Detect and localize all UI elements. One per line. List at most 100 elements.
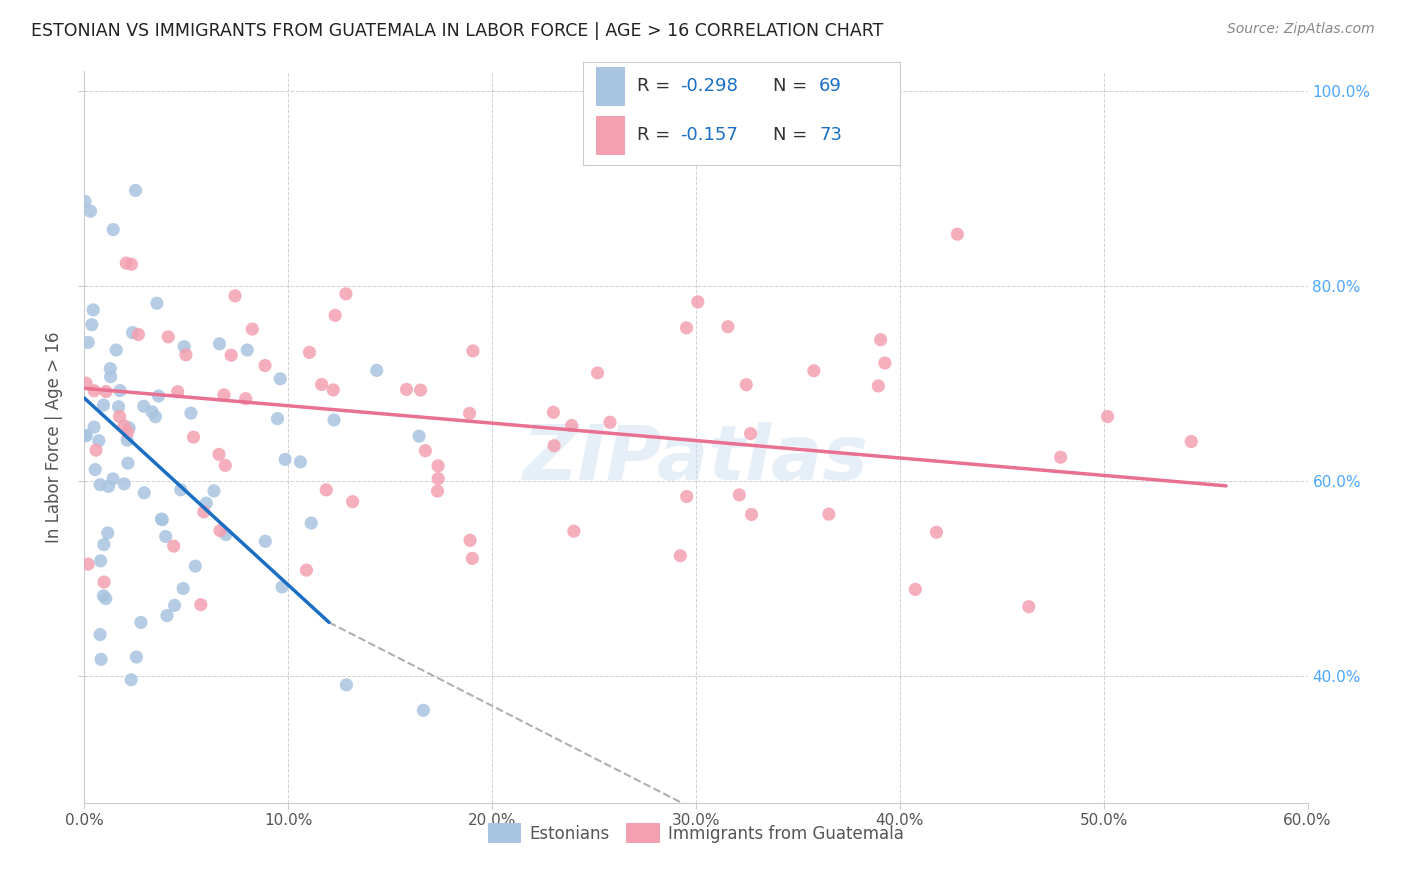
Point: [266, 411, 288, 425]
Point: [195, 496, 218, 510]
Point: [728, 488, 751, 502]
Point: [166, 384, 188, 399]
Point: [121, 326, 143, 340]
Point: [269, 372, 291, 386]
Point: [93, 589, 115, 603]
Point: [461, 343, 484, 358]
Point: [366, 363, 388, 377]
Point: [83, 384, 105, 398]
Point: [183, 430, 205, 444]
Point: [562, 524, 585, 538]
Point: [427, 458, 450, 473]
Text: N =: N =: [773, 127, 813, 145]
Point: [108, 384, 131, 398]
Point: [84, 462, 107, 476]
Point: [120, 257, 142, 271]
Point: [107, 400, 129, 414]
Point: [93, 398, 115, 412]
Bar: [596, 67, 624, 105]
Point: [145, 409, 167, 424]
Point: [925, 525, 948, 540]
Point: [93, 538, 115, 552]
Point: [299, 516, 322, 530]
Point: [115, 256, 138, 270]
Point: [686, 294, 709, 309]
Point: [148, 389, 170, 403]
Text: ESTONIAN VS IMMIGRANTS FROM GUATEMALA IN LABOR FORCE | AGE > 16 CORRELATION CHAR: ESTONIAN VS IMMIGRANTS FROM GUATEMALA IN…: [31, 22, 883, 40]
Point: [409, 383, 432, 397]
Point: [735, 377, 758, 392]
Point: [315, 483, 337, 497]
Point: [1180, 434, 1202, 449]
Point: [240, 322, 263, 336]
Point: [184, 559, 207, 574]
Point: [75, 376, 97, 390]
Point: [82, 302, 104, 317]
Point: [323, 309, 346, 323]
Point: [412, 703, 434, 717]
Point: [873, 356, 896, 370]
Point: [90, 652, 112, 666]
Point: [150, 513, 173, 527]
Point: [395, 383, 418, 397]
Point: [146, 296, 169, 310]
Point: [132, 399, 155, 413]
Text: N =: N =: [773, 77, 813, 95]
Point: [818, 507, 841, 521]
Text: R =: R =: [637, 77, 676, 95]
Point: [311, 377, 333, 392]
Point: [120, 673, 142, 687]
Point: [342, 494, 364, 508]
Point: [117, 425, 139, 440]
Point: [84, 443, 107, 458]
Point: [298, 345, 321, 359]
Point: [202, 483, 225, 498]
Point: [80, 318, 103, 332]
Point: [87, 434, 110, 448]
Point: [219, 348, 242, 362]
Point: [172, 582, 194, 596]
Point: [174, 348, 197, 362]
Point: [599, 415, 621, 429]
Point: [73, 194, 96, 209]
Point: [75, 428, 97, 442]
Point: [717, 319, 740, 334]
Point: [79, 204, 101, 219]
Point: [156, 608, 179, 623]
Point: [150, 512, 173, 526]
Point: [89, 477, 111, 491]
Point: [103, 222, 125, 236]
Point: [946, 227, 969, 242]
Point: [117, 456, 139, 470]
Point: [208, 524, 231, 538]
Point: [543, 439, 565, 453]
Point: [675, 321, 697, 335]
Point: [97, 479, 120, 493]
Point: [112, 476, 135, 491]
Point: [173, 340, 195, 354]
Point: [253, 359, 276, 373]
Point: [93, 575, 115, 590]
Point: [170, 483, 193, 497]
Text: 69: 69: [820, 77, 842, 95]
Point: [235, 392, 257, 406]
Point: [208, 336, 231, 351]
Text: -0.298: -0.298: [681, 77, 738, 95]
Point: [335, 678, 357, 692]
Point: [94, 384, 117, 399]
Point: [458, 406, 481, 420]
Point: [461, 551, 484, 566]
Point: [163, 539, 186, 553]
Point: [561, 418, 583, 433]
Point: [155, 529, 177, 543]
Point: [105, 343, 128, 357]
Point: [408, 429, 430, 443]
Point: [193, 505, 215, 519]
Point: [427, 472, 450, 486]
Point: [101, 472, 124, 486]
Point: [1018, 599, 1040, 614]
Point: [89, 627, 111, 641]
Point: [415, 443, 437, 458]
Point: [129, 615, 152, 630]
Point: [669, 549, 692, 563]
